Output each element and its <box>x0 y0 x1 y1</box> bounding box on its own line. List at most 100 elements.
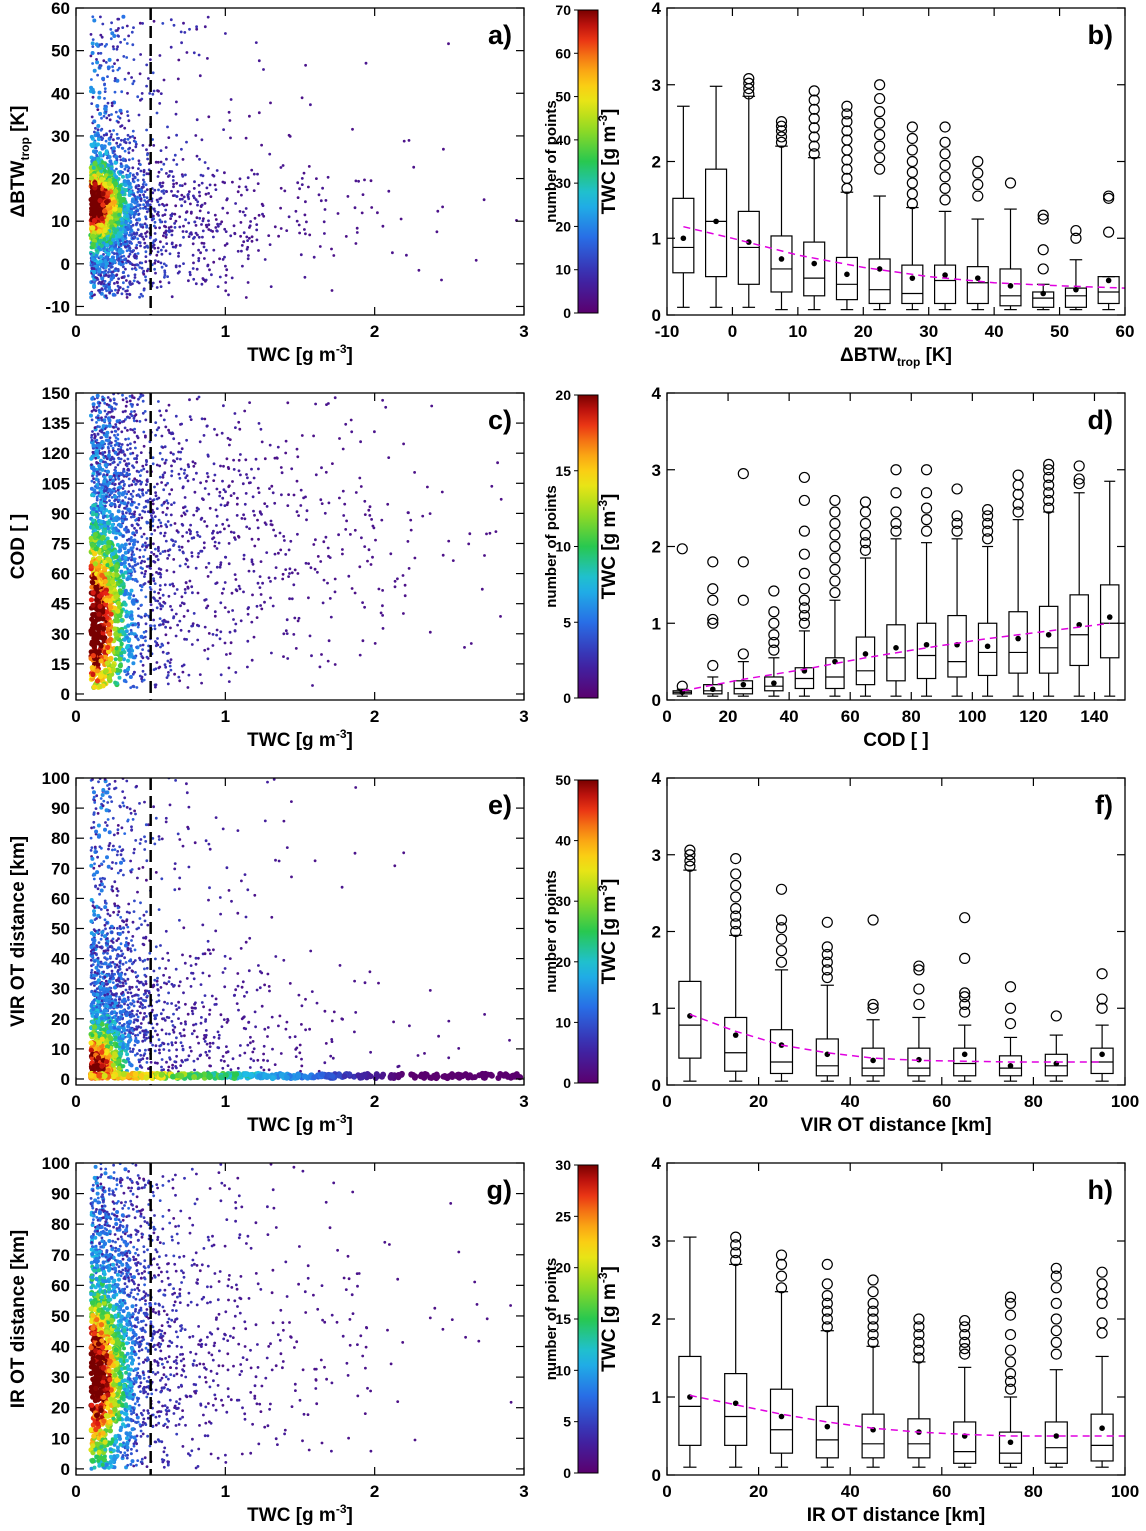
scatter-point <box>96 133 101 138</box>
scatter-point <box>108 514 113 518</box>
scatter-point <box>125 577 130 582</box>
x-axis-label-main: TWC [g m <box>247 730 336 751</box>
scatter-point <box>126 228 130 231</box>
scatter-point <box>96 593 102 599</box>
scatter-point <box>114 288 117 292</box>
scatter-point <box>110 579 116 585</box>
scatter-point <box>370 518 373 521</box>
scatter-point <box>103 168 107 173</box>
scatter-point <box>103 106 108 111</box>
scatter-point <box>135 686 139 689</box>
scatter-point <box>140 677 144 681</box>
scatter-point <box>98 291 102 294</box>
scatter-point <box>187 190 191 194</box>
scatter-point <box>237 458 241 462</box>
scatter-point <box>190 554 194 558</box>
scatter-point <box>111 482 114 486</box>
scatter-point <box>173 212 177 216</box>
scatter-point <box>162 262 166 266</box>
scatter-point <box>213 540 217 544</box>
scatter-point <box>139 53 143 56</box>
scatter-point <box>91 525 96 530</box>
scatter-point <box>483 554 486 557</box>
scatter-point <box>183 496 187 499</box>
scatter-point <box>135 531 139 534</box>
scatter-point <box>121 26 125 29</box>
scatter-point <box>196 591 200 595</box>
scatter-point <box>177 450 181 454</box>
scatter-point <box>227 484 231 488</box>
scatter-point <box>145 460 149 463</box>
scatter-point <box>117 498 121 502</box>
scatter-point <box>94 253 99 258</box>
scatter-point <box>154 421 158 424</box>
scatter-point <box>113 407 116 411</box>
scatter-point <box>399 217 403 221</box>
scatter-point <box>97 269 102 274</box>
scatter-point <box>172 543 176 546</box>
scatter-point <box>244 207 248 210</box>
scatter-point <box>345 519 348 523</box>
scatter-point <box>194 198 198 202</box>
scatter-point <box>185 51 189 54</box>
scatter-point <box>138 72 142 76</box>
scatter-point <box>243 517 247 521</box>
outlier <box>808 122 820 134</box>
scatter-point <box>319 498 323 502</box>
scatter-point <box>273 225 277 229</box>
scatter-point <box>131 223 135 227</box>
outlier <box>939 148 951 160</box>
scatter-point <box>215 487 219 491</box>
scatter-point <box>133 410 136 413</box>
scatter-point <box>238 210 242 213</box>
scatter-point <box>221 479 224 483</box>
scatter-point <box>303 275 307 279</box>
scatter-point <box>248 114 251 118</box>
scatter-point <box>158 665 162 669</box>
outlier <box>906 188 918 200</box>
scatter-point <box>165 652 169 655</box>
scatter-point <box>225 268 229 272</box>
scatter-point <box>158 602 162 605</box>
scatter-point <box>139 634 144 639</box>
scatter-point <box>262 214 266 218</box>
scatter-point <box>393 579 397 583</box>
scatter-point <box>136 178 140 182</box>
scatter-point <box>147 207 151 211</box>
scatter-point <box>145 196 149 200</box>
scatter-point <box>154 683 158 687</box>
scatter-point <box>246 257 250 261</box>
scatter-point <box>92 18 97 23</box>
scatter-point <box>99 519 103 524</box>
scatter-point <box>134 246 138 250</box>
scatter-point <box>248 226 251 229</box>
scatter-point <box>156 260 160 263</box>
scatter-point <box>207 211 210 215</box>
scatter-point <box>132 538 137 543</box>
scatter-point <box>110 566 115 571</box>
colorbar-tick-label: 50 <box>555 89 571 105</box>
scatter-point <box>320 653 323 656</box>
scatter-point <box>99 51 103 55</box>
scatter-point <box>349 533 352 536</box>
scatter-point <box>318 665 322 669</box>
scatter-point <box>162 418 166 422</box>
scatter-point <box>245 247 249 251</box>
scatter-point <box>195 216 199 220</box>
scatter-point <box>104 61 108 64</box>
scatter-point <box>98 673 104 680</box>
scatter-point <box>200 138 204 142</box>
colorbar-tick-label: 20 <box>555 218 571 234</box>
scatter-point <box>103 83 106 87</box>
scatter-point <box>180 422 184 426</box>
scatter-point <box>331 462 334 465</box>
scatter-point <box>171 582 175 586</box>
scatter-point <box>127 652 132 657</box>
scatter-point <box>100 626 106 632</box>
scatter-point <box>344 235 348 238</box>
scatter-point <box>254 457 258 461</box>
scatter-point <box>185 558 189 562</box>
scatter-point <box>153 267 157 271</box>
scatter-point <box>279 227 283 230</box>
scatter-point <box>147 644 151 648</box>
